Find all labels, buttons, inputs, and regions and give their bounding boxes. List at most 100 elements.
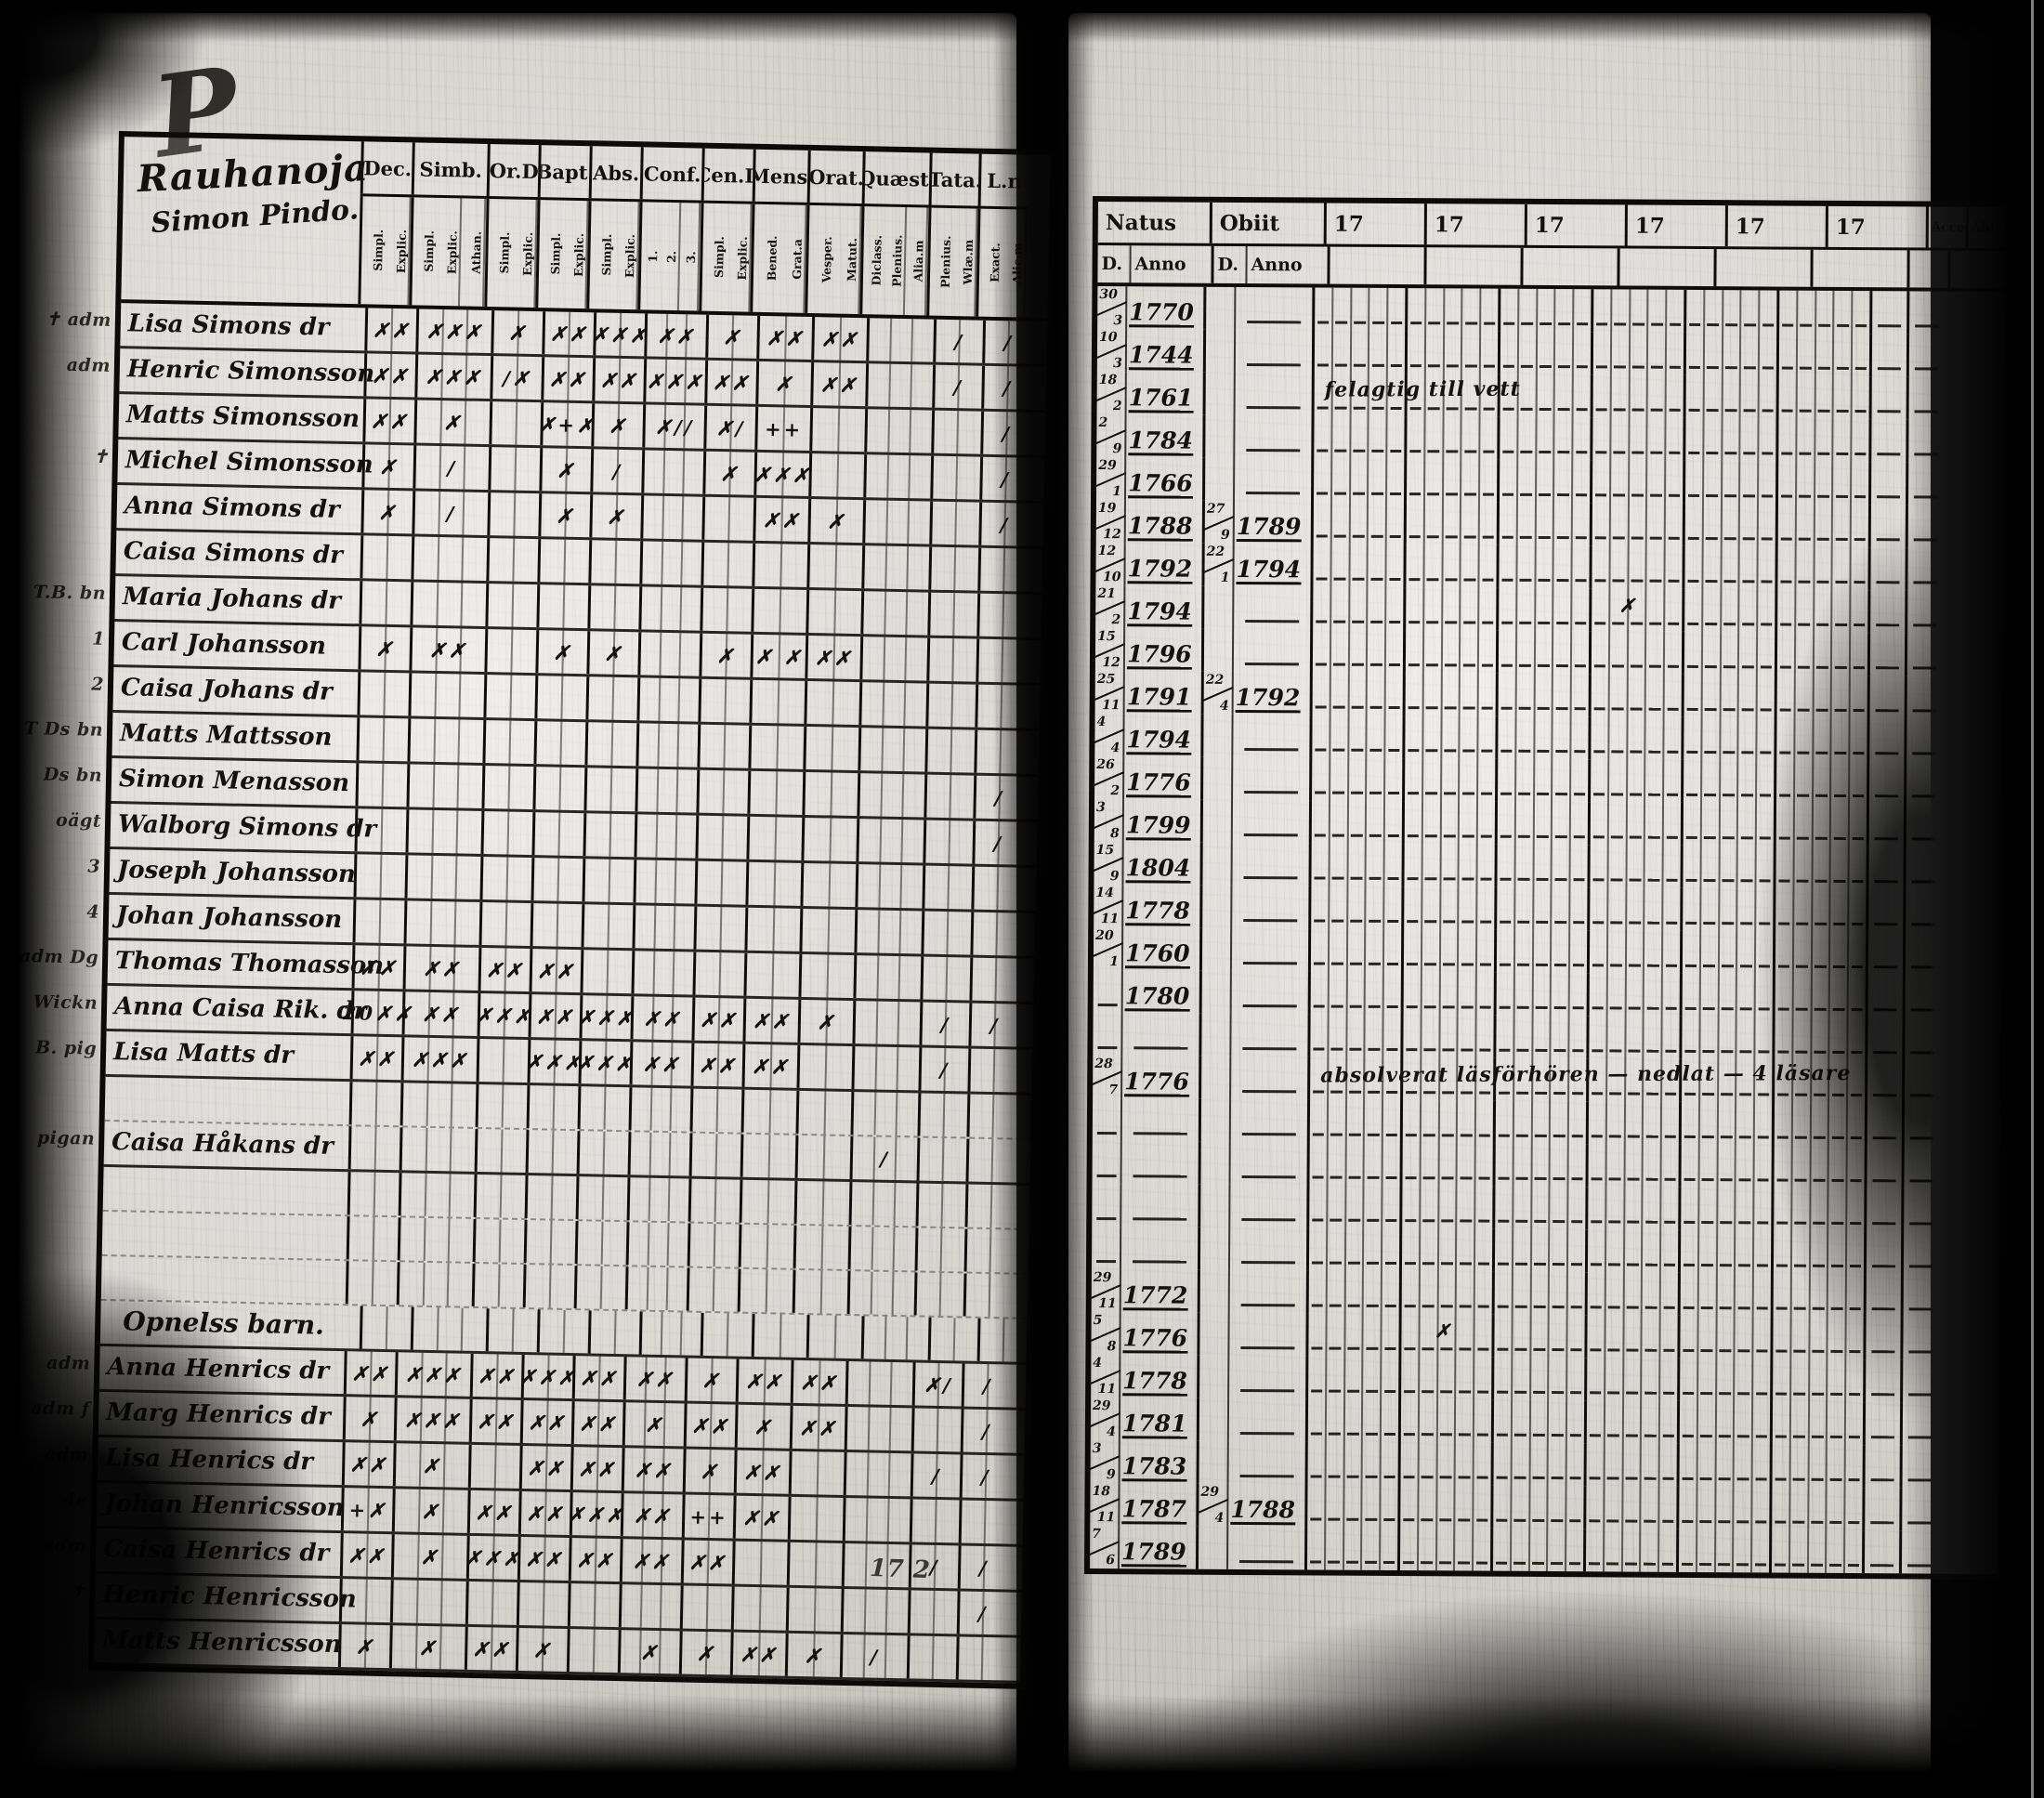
mark-cell bbox=[970, 912, 1021, 956]
decade-sublines bbox=[1591, 759, 1682, 803]
decade-sublines bbox=[1494, 1357, 1585, 1401]
subcolumn-lines bbox=[643, 495, 703, 540]
subcolumn-lines bbox=[586, 768, 636, 812]
row-dash-mark bbox=[1644, 1348, 1657, 1352]
mark-cell bbox=[700, 1312, 753, 1357]
subcolumn-line bbox=[973, 912, 996, 955]
row-dash-mark bbox=[1644, 1306, 1657, 1309]
subcolumn-line bbox=[775, 771, 804, 815]
decade-sublines bbox=[1310, 1014, 1401, 1058]
column-subheader-6: Simpl. Explic. bbox=[699, 203, 753, 312]
row-dash-mark bbox=[1592, 793, 1605, 796]
margin-note: pigan bbox=[36, 1127, 96, 1149]
subcolumn-line bbox=[1511, 1228, 1530, 1272]
header-acc-blank bbox=[1906, 250, 1948, 288]
decade-sublines bbox=[1407, 459, 1498, 503]
row-dash-mark bbox=[1478, 1134, 1491, 1137]
subcolumn-line bbox=[1663, 545, 1683, 589]
subcolumn-line bbox=[1795, 375, 1815, 419]
subcolumn-line bbox=[1810, 931, 1829, 975]
row-dash-mark bbox=[1439, 1561, 1451, 1565]
subcolumn-line bbox=[1309, 1185, 1326, 1227]
row-dash-mark bbox=[1736, 1520, 1749, 1524]
decade-cell bbox=[1589, 545, 1683, 589]
mark-cell bbox=[405, 809, 482, 854]
natus-year: 1783 bbox=[1121, 1452, 1186, 1482]
empty-dash bbox=[1912, 623, 1937, 627]
subcolumn-line bbox=[1418, 1271, 1437, 1315]
subcolumn-line bbox=[1566, 1144, 1586, 1188]
acc-cell bbox=[1862, 1488, 1900, 1531]
subcolumn-line bbox=[1325, 1313, 1344, 1357]
natus-anno-cell: 1788 bbox=[1123, 500, 1203, 544]
row-dash-mark bbox=[1590, 1263, 1603, 1266]
row-dash-mark bbox=[1799, 537, 1811, 541]
subcolumn-lines bbox=[851, 1227, 916, 1271]
person-name: Caisa Johans dr bbox=[120, 674, 334, 706]
row-dash-mark bbox=[1538, 578, 1551, 583]
mark-cell: ✗✗ bbox=[363, 353, 416, 398]
subcolumn-line bbox=[1478, 416, 1498, 460]
subcolumn-lines bbox=[754, 1314, 807, 1358]
decade-sublines bbox=[1772, 1487, 1863, 1531]
subcolumn-line bbox=[499, 1175, 526, 1218]
acc-cell bbox=[1864, 1188, 1902, 1232]
subcolumn-lines bbox=[790, 1542, 843, 1586]
examination-marks: ✗✗ bbox=[370, 409, 410, 433]
row-dash-mark bbox=[1478, 1091, 1491, 1095]
subcolumn-line bbox=[1438, 972, 1458, 1016]
subcolumn-lines bbox=[695, 952, 745, 996]
row-dash-mark bbox=[1742, 623, 1754, 626]
mark-cell: ✗/ bbox=[911, 1362, 963, 1407]
empty-dash bbox=[1133, 1175, 1187, 1178]
row-dash-mark bbox=[1441, 1262, 1453, 1266]
mark-cell: ✗✗ bbox=[683, 1403, 736, 1448]
natus-day-cell: 29 4 bbox=[1089, 1398, 1120, 1440]
row-dash-mark bbox=[1347, 1432, 1359, 1436]
subcolumn-line bbox=[722, 770, 749, 814]
row-dash-mark bbox=[1706, 536, 1718, 541]
row-dash-mark bbox=[1779, 623, 1792, 626]
subcolumn-line bbox=[1500, 332, 1517, 374]
subcolumn-line bbox=[1685, 418, 1702, 461]
row-dash-mark bbox=[1719, 1434, 1731, 1438]
subcolumn-line bbox=[1755, 717, 1775, 761]
fraction-day: 21 bbox=[1097, 586, 1116, 602]
subcolumn-line bbox=[1684, 803, 1700, 846]
row-dash-mark bbox=[1720, 1177, 1733, 1182]
subcolumn-line bbox=[1660, 1016, 1680, 1059]
subcolumn-line bbox=[1343, 1270, 1363, 1314]
row-dash-mark bbox=[1663, 1306, 1676, 1309]
subcolumn-line bbox=[898, 911, 923, 954]
mark-cell bbox=[636, 677, 700, 722]
decade-cell bbox=[1305, 1313, 1399, 1358]
subcolumn-line bbox=[609, 813, 635, 858]
subcolumn-line bbox=[551, 1130, 578, 1175]
mark-cell: ✗ bbox=[797, 999, 854, 1044]
margin-note: Wickn bbox=[33, 991, 98, 1014]
subcolumn-line bbox=[1809, 1017, 1829, 1060]
subcolumn-line bbox=[932, 502, 955, 545]
decade-sublines bbox=[1679, 1486, 1770, 1530]
obiit-anno-cell bbox=[1229, 1013, 1308, 1057]
decade-sublines bbox=[1309, 1185, 1400, 1229]
mark-cell bbox=[400, 1083, 477, 1127]
row-dash-mark bbox=[1575, 492, 1588, 497]
mark-cell bbox=[489, 401, 542, 446]
subcolumn-line bbox=[425, 1127, 451, 1172]
decade-sublines bbox=[1406, 545, 1497, 588]
subcolumn-line bbox=[1642, 1016, 1661, 1059]
row-dash-mark bbox=[1502, 364, 1515, 368]
row-dash-mark bbox=[1682, 1434, 1695, 1437]
obiit-day-cell bbox=[1202, 372, 1234, 415]
fraction-day: 4 bbox=[1096, 715, 1107, 730]
row-dash-mark bbox=[1795, 1135, 1807, 1139]
row-dash-mark bbox=[1811, 1477, 1824, 1481]
subcolumn-line bbox=[1590, 973, 1606, 1016]
subcolumn-line bbox=[1814, 290, 1833, 334]
subcolumn-line bbox=[698, 816, 722, 859]
examination-marks: ✗ ✗ bbox=[754, 644, 804, 669]
subcolumn-line bbox=[1695, 1529, 1714, 1573]
